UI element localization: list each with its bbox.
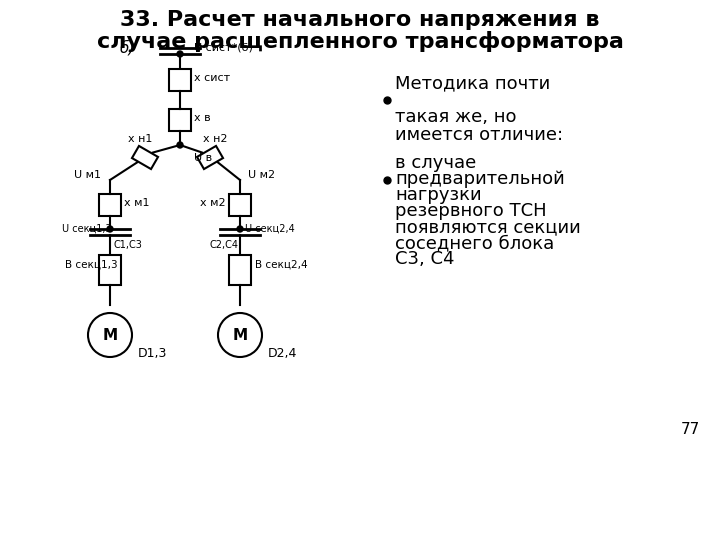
Circle shape bbox=[107, 226, 113, 232]
Text: C1,С3: C1,С3 bbox=[113, 240, 142, 250]
Text: 77: 77 bbox=[680, 422, 700, 437]
Circle shape bbox=[218, 313, 262, 357]
Text: в случае: в случае bbox=[395, 154, 476, 172]
Bar bbox=[229, 255, 251, 285]
Text: 33. Расчет начального напряжения в: 33. Расчет начального напряжения в bbox=[120, 10, 600, 30]
Text: М: М bbox=[233, 327, 248, 342]
Text: x н1: x н1 bbox=[128, 133, 152, 144]
Text: x сист: x сист bbox=[194, 73, 230, 83]
Text: U м2: U м2 bbox=[248, 170, 276, 180]
Circle shape bbox=[177, 142, 183, 148]
Bar bbox=[99, 255, 121, 285]
Bar bbox=[169, 109, 191, 131]
Text: В секц1,3: В секц1,3 bbox=[65, 260, 117, 270]
Text: соседнего блока: соседнего блока bbox=[395, 234, 554, 252]
Circle shape bbox=[237, 226, 243, 232]
Text: U секц2,4: U секц2,4 bbox=[245, 224, 294, 234]
Text: U в: U в bbox=[194, 153, 212, 163]
Text: Методика почти: Методика почти bbox=[395, 74, 550, 92]
Bar bbox=[197, 146, 223, 169]
Text: x м1: x м1 bbox=[124, 198, 150, 208]
Text: случае расщепленного трансформатора: случае расщепленного трансформатора bbox=[96, 31, 624, 52]
Bar bbox=[132, 146, 158, 169]
Text: С3, С4: С3, С4 bbox=[395, 250, 454, 268]
Text: D1,3: D1,3 bbox=[138, 347, 167, 360]
Bar bbox=[229, 194, 251, 216]
Text: U м1: U м1 bbox=[74, 170, 102, 180]
Text: C2,С4: C2,С4 bbox=[210, 240, 239, 250]
Text: В секц2,4: В секц2,4 bbox=[255, 260, 307, 270]
Text: б): б) bbox=[120, 40, 135, 56]
Bar bbox=[99, 194, 121, 216]
Text: резервного ТСН: резервного ТСН bbox=[395, 202, 546, 220]
Text: имеется отличие:: имеется отличие: bbox=[395, 126, 563, 144]
Text: x м2: x м2 bbox=[200, 198, 226, 208]
Text: x в: x в bbox=[194, 113, 211, 123]
Text: U сист*(б): U сист*(б) bbox=[194, 43, 253, 53]
Text: предварительной: предварительной bbox=[395, 170, 564, 188]
Text: U секц1,3: U секц1,3 bbox=[62, 224, 112, 234]
Circle shape bbox=[88, 313, 132, 357]
Text: появляются секции: появляются секции bbox=[395, 218, 581, 236]
Text: М: М bbox=[102, 327, 117, 342]
Text: такая же, но: такая же, но bbox=[395, 108, 516, 126]
Text: D2,4: D2,4 bbox=[268, 347, 297, 360]
Text: нагрузки: нагрузки bbox=[395, 186, 482, 204]
Bar bbox=[169, 69, 191, 91]
Text: x н2: x н2 bbox=[203, 133, 228, 144]
Circle shape bbox=[177, 51, 183, 57]
